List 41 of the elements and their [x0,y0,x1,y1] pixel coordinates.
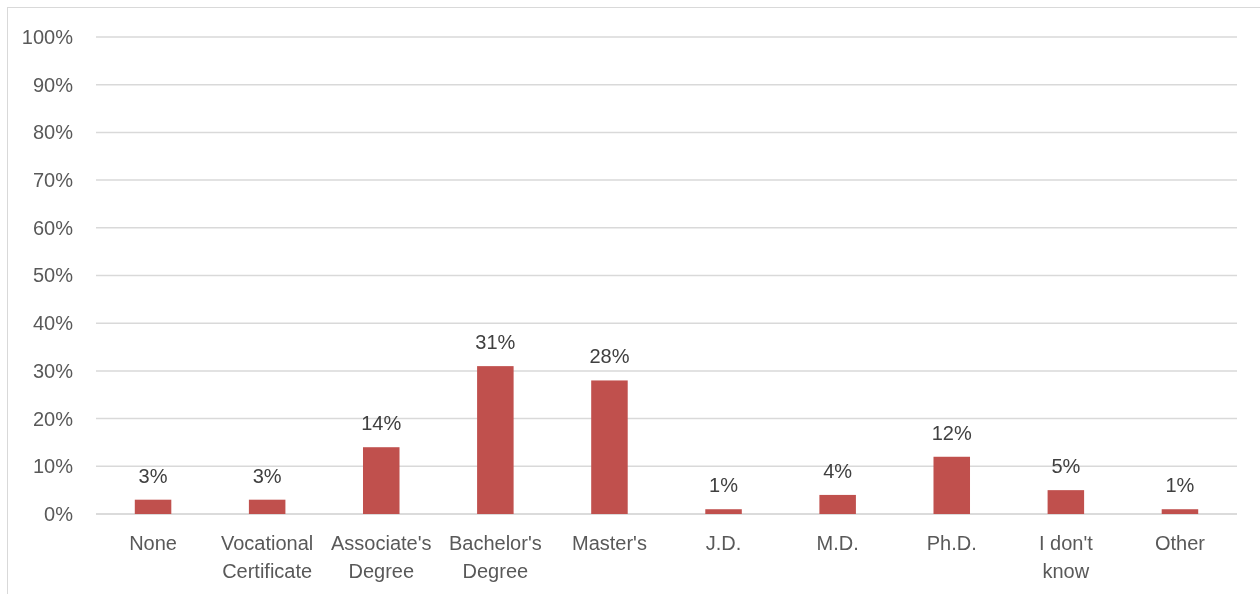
bar [477,366,514,514]
x-tick-label: Vocational Certificate [221,532,314,582]
bar [819,494,856,514]
y-tick-label: 50% [32,264,74,287]
bar [362,447,400,514]
y-tick-label: 20% [32,407,74,430]
bar [933,456,971,514]
bar [1047,490,1085,514]
x-tick-label: Other [1154,532,1206,554]
y-tick-label: 30% [32,359,74,382]
bar [705,509,742,514]
x-tick-label: Ph.D. [926,532,977,554]
data-label: 1% [1165,474,1195,497]
x-tick-label: I don't know [1038,532,1094,582]
data-label: 28% [589,345,630,368]
y-tick-label: 60% [32,216,74,239]
y-tick-label: 90% [32,73,74,96]
y-tick-label: 80% [32,121,74,144]
data-label: 4% [823,459,853,482]
x-tick-label: Associate's Degree [330,532,432,582]
data-label: 5% [1051,455,1081,478]
y-tick-label: 100% [21,25,74,48]
data-label: 1% [709,474,739,497]
x-tick-label: M.D. [816,532,859,554]
data-label: 31% [475,331,516,354]
y-tick-label: 0% [44,502,74,525]
y-tick-label: 70% [32,169,74,191]
bar [1161,509,1199,514]
x-tick-label: Bachelor's Degree [448,532,542,582]
data-label: 14% [361,412,402,435]
y-tick-label: 40% [32,312,74,335]
x-tick-label: Master's [571,532,647,554]
bar [248,499,286,514]
x-tick-label: J.D. [705,532,742,554]
bar [591,380,628,514]
bar [134,499,172,514]
data-label: 3% [138,464,168,487]
data-label: 12% [931,421,972,444]
data-label: 3% [252,464,282,487]
x-tick-label: None [129,532,177,554]
y-tick-label: 10% [32,455,74,478]
